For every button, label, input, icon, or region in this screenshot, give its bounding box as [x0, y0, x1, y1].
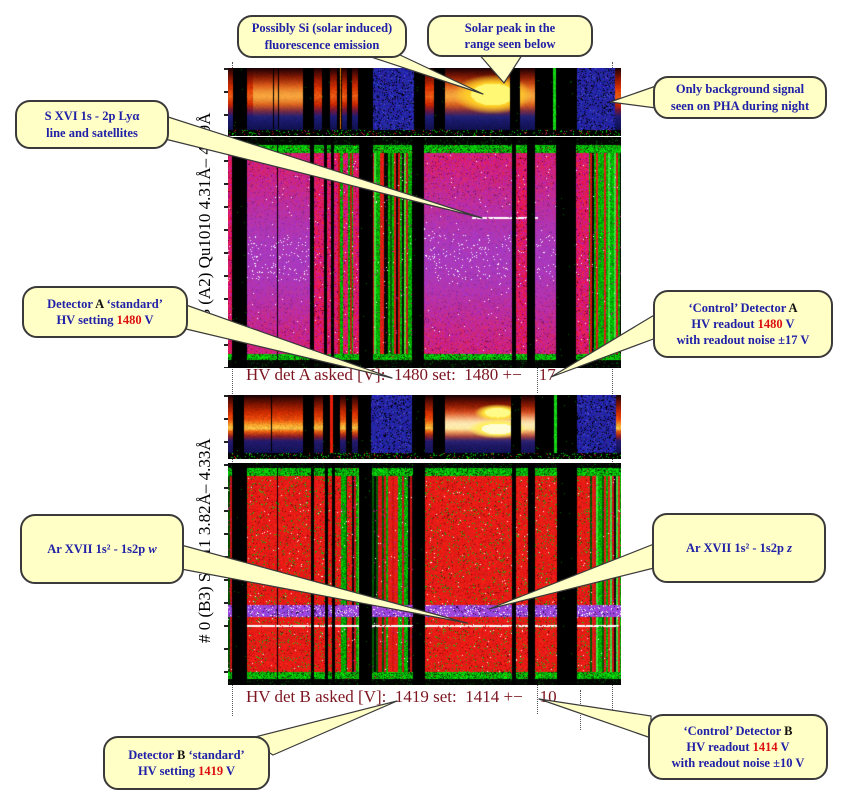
axis-ticks-a	[224, 68, 228, 368]
callout-text-segment: 1419	[198, 764, 224, 778]
callout-line: Detector A ‘standard’	[47, 296, 163, 312]
callout-text-segment: HV setting	[56, 313, 117, 327]
callout-line: HV readout 1480 V	[691, 316, 794, 332]
callout-text-segment: 1414	[752, 739, 778, 754]
callout-line: with readout noise ±17 V	[677, 332, 810, 348]
callout-text-segment: 1480	[757, 316, 783, 331]
callout-text-segment: A	[95, 296, 104, 311]
callout-text-segment: Ar XVII 1s² - 1s2p	[47, 541, 149, 556]
axis-label-detector-a: #3 (A2) Qu1010 4.31Å– 4.89Å	[195, 112, 214, 326]
axis-ticks-b	[224, 395, 228, 685]
callout-line: Only background signal	[676, 81, 804, 97]
callout-background-night: Only background signal seen on PHA during…	[653, 76, 827, 119]
callout-text-segment: range seen below	[464, 37, 556, 51]
callout-text-segment: B	[176, 747, 186, 762]
callout-solar-peak: Solar peak in the range seen below	[427, 15, 593, 57]
callout-possibly-si: Possibly Si (solar induced) fluorescence …	[237, 15, 407, 58]
dotted-guide-line	[612, 62, 613, 716]
callout-text-segment: fluorescence emission	[264, 37, 380, 52]
dotted-guide-line	[580, 690, 581, 730]
dotted-guide-line	[537, 360, 538, 393]
callout-text-segment: B	[784, 723, 793, 738]
callout-line: line and satellites	[46, 125, 138, 141]
callout-text-segment: Detector	[47, 296, 96, 311]
callout-line: Ar XVII 1s² - 1s2p z	[686, 540, 792, 556]
callout-text-segment: Ar XVII 1s² - 1s2p	[686, 540, 788, 555]
detector-a-pha-strip-image	[228, 68, 621, 136]
callout-text-segment: V	[141, 313, 154, 327]
callout-line: HV readout 1414 V	[686, 739, 789, 755]
callout-text-segment: z	[787, 540, 792, 555]
callout-ar-xvii-z: Ar XVII 1s² - 1s2p z	[652, 513, 826, 583]
callout-text-segment: HV readout	[686, 739, 753, 754]
axis-label-detector-b: # 0 (B3) Si 111 3.82Å– 4.33Å	[195, 438, 214, 644]
callout-text-segment: ‘standard’	[185, 747, 245, 762]
callout-text-segment: Possibly Si (solar induced)	[251, 21, 393, 36]
callout-line: Solar peak in the	[465, 20, 555, 36]
detector-b-pha-strip-image	[228, 395, 621, 459]
callout-detector-b-standard: Detector B ‘standard’ HV setting 1419 V	[103, 736, 270, 790]
dotted-guide-line	[232, 62, 233, 716]
callout-text-segment: HV readout	[691, 316, 758, 331]
callout-line: with readout noise ±10 V	[672, 755, 805, 771]
callout-line: HV setting 1480 V	[56, 312, 153, 328]
callout-text-segment: ‘standard’	[103, 296, 163, 311]
callout-s-xvi-line: S XVI 1s - 2p Lyα line and satellites	[15, 100, 169, 149]
callout-line: seen on PHA during night	[671, 98, 809, 114]
callout-ar-xvii-w: Ar XVII 1s² - 1s2p w	[20, 514, 184, 584]
callout-text-segment: with readout noise ±10 V	[671, 756, 805, 771]
detector-b-spectrogram-image	[228, 463, 621, 685]
callout-line: ‘Control’ Detector A	[689, 300, 798, 316]
hv-readout-text-b: HV det B asked [V]: 1419 set: 1414 +− 10	[246, 687, 557, 706]
callout-line: Ar XVII 1s² - 1s2p w	[47, 541, 156, 557]
callout-text-segment: 1480	[116, 313, 142, 327]
callout-text-segment: V	[782, 316, 795, 331]
callout-text-segment: Detector	[128, 747, 177, 762]
callout-text-segment: seen on PHA during night	[670, 98, 810, 113]
callout-line: Detector B ‘standard’	[128, 747, 244, 763]
callout-line: S XVI 1s - 2p Lyα	[45, 108, 140, 124]
callout-text-segment: with readout noise ±17 V	[676, 333, 810, 348]
callout-text-segment: Solar peak in the	[464, 20, 556, 35]
callout-line: HV setting 1419 V	[138, 763, 235, 779]
callout-text-segment: ‘Control’ Detector	[688, 300, 789, 315]
callout-text-segment: A	[788, 300, 798, 315]
callout-line: Possibly Si (solar induced)	[252, 20, 392, 36]
callout-line: range seen below	[465, 36, 556, 52]
callout-text-segment: w	[148, 541, 157, 556]
callout-text-segment: S XVI 1s - 2p Lyα	[44, 109, 140, 124]
callout-text-segment: HV setting	[137, 764, 199, 778]
callout-line: ‘Control’ Detector B	[684, 723, 793, 739]
callout-detector-a-standard: Detector A ‘standard’ HV setting 1480 V	[22, 286, 188, 338]
callout-text-segment: V	[777, 739, 790, 754]
callout-text-segment: Only background signal	[675, 82, 805, 97]
detector-a-spectrogram-image	[228, 137, 621, 368]
hv-readout-text-a: HV det A asked [V]: 1480 set: 1480 +− 17	[246, 365, 556, 384]
callout-line: fluorescence emission	[265, 37, 380, 53]
callout-text-segment: ‘Control’ Detector	[683, 723, 785, 738]
callout-text-segment: V	[223, 764, 236, 778]
dotted-guide-line	[537, 681, 538, 714]
callout-text-segment: line and satellites	[46, 125, 138, 140]
